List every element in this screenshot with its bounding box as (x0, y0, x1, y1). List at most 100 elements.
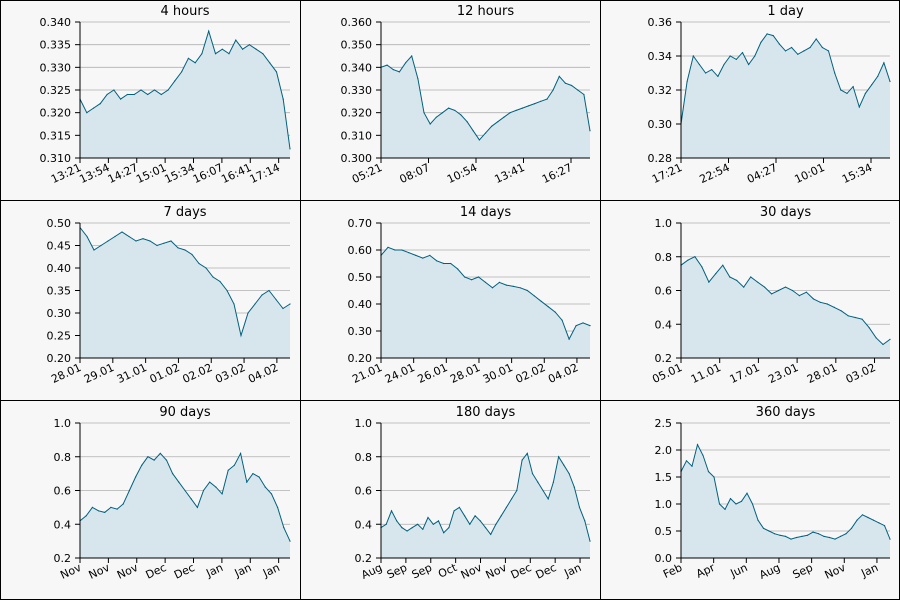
x-tick-label: 01.02 (148, 361, 182, 386)
data-point (484, 527, 487, 529)
data-point (258, 476, 260, 478)
data-point (422, 257, 424, 259)
data-point (474, 515, 476, 517)
x-tick-label: Dec (172, 561, 197, 582)
data-point (147, 93, 149, 96)
data-point (505, 506, 507, 508)
data-point (153, 89, 156, 91)
data-point (126, 93, 128, 96)
data-point (554, 311, 556, 313)
x-tick-label: Apr (694, 561, 717, 581)
data-point (856, 519, 858, 521)
data-point (252, 473, 254, 475)
data-point (160, 93, 162, 96)
y-tick-label: 0.5 (655, 525, 673, 538)
data-point (784, 286, 787, 288)
data-point (534, 103, 536, 105)
panel-border (0, 200, 900, 201)
data-point (282, 307, 284, 310)
data-point (878, 522, 880, 524)
data-point (817, 533, 820, 535)
x-tick-label: Oct (436, 561, 459, 581)
data-point (429, 254, 431, 256)
x-tick-label: 02.02 (514, 361, 548, 386)
data-point (448, 107, 450, 109)
x-tick-label: Nov (823, 561, 848, 582)
data-point (441, 112, 444, 114)
x-tick-label: 08:07 (398, 161, 432, 186)
data-point (264, 486, 266, 488)
data-point (411, 527, 413, 529)
data-point (868, 327, 870, 329)
data-point (577, 89, 579, 91)
area-fill (381, 56, 590, 158)
data-point (417, 78, 419, 80)
data-point (133, 93, 135, 96)
x-tick-label: Jan (232, 561, 254, 580)
data-point (289, 148, 291, 150)
data-point (847, 315, 849, 317)
x-tick-label: 17.01 (728, 361, 762, 386)
data-point (692, 55, 694, 57)
data-point (471, 279, 473, 281)
data-point (583, 93, 585, 96)
data-point (159, 452, 161, 454)
data-point (547, 306, 549, 308)
data-point (495, 523, 497, 525)
data-point (209, 481, 211, 483)
data-point (751, 503, 754, 505)
data-point (834, 538, 836, 540)
y-tick-label: 0.8 (54, 451, 72, 464)
chart-svg: 14 days0.200.300.400.500.600.7021.0124.0… (348, 205, 591, 386)
chart-panel: 90 days 0.2 0.4 0.6 0.8 1.0 Nov Nov Nov Dec Dec Jan… (0, 401, 300, 600)
data-point (526, 452, 528, 454)
data-point (113, 89, 115, 91)
x-tick-label: Dec (534, 561, 559, 582)
data-point (120, 98, 122, 100)
y-tick-label: 0.20 (47, 352, 72, 365)
data-point (858, 106, 860, 108)
data-point (512, 285, 514, 287)
x-tick-label: 11.01 (689, 361, 723, 386)
x-tick-label: Jan (858, 561, 880, 580)
data-point (149, 240, 151, 242)
data-point (86, 235, 88, 238)
x-tick-label: 16:27 (540, 161, 574, 186)
data-point (184, 489, 186, 492)
panel-border (600, 0, 601, 600)
chart-title: 1 day (767, 4, 804, 19)
data-point (511, 498, 513, 500)
data-point (516, 489, 518, 492)
data-point (571, 84, 573, 87)
data-point (883, 525, 886, 527)
data-point (172, 473, 174, 475)
data-point (165, 459, 168, 461)
data-point (261, 294, 263, 296)
data-point (724, 508, 726, 510)
data-point (790, 538, 792, 540)
y-tick-label: 0.300 (341, 152, 373, 165)
data-point (691, 465, 693, 467)
data-point (561, 319, 563, 321)
data-point (99, 103, 101, 105)
data-point (92, 107, 95, 109)
y-tick-label: 0.6 (54, 485, 72, 498)
data-point (845, 533, 847, 535)
data-point (497, 121, 499, 123)
data-point (254, 303, 256, 305)
data-point (503, 116, 505, 118)
data-point (174, 80, 176, 82)
data-point (815, 38, 817, 40)
data-point (797, 53, 799, 55)
area-fill (381, 247, 590, 358)
data-point (498, 281, 500, 283)
data-point (686, 80, 688, 83)
data-point (289, 303, 291, 305)
x-tick-label: Sep (791, 561, 815, 582)
data-point (240, 452, 242, 454)
data-point (515, 109, 517, 111)
data-point (437, 520, 440, 522)
data-point (828, 536, 831, 539)
